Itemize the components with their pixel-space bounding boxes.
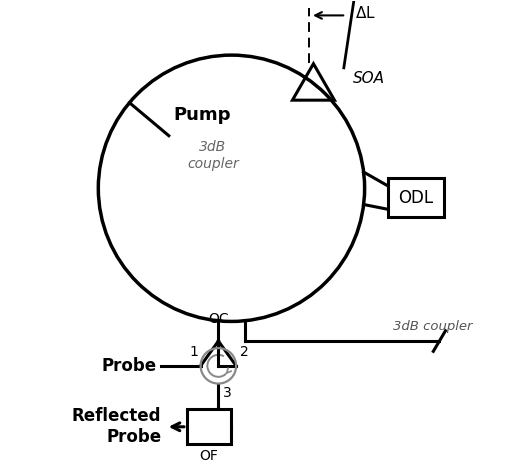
FancyBboxPatch shape bbox=[388, 178, 444, 218]
Text: Pump: Pump bbox=[173, 106, 231, 124]
Text: OC: OC bbox=[208, 312, 229, 326]
Text: 2: 2 bbox=[240, 345, 249, 359]
Text: Reflected
Probe: Reflected Probe bbox=[72, 407, 161, 446]
Text: Probe: Probe bbox=[101, 357, 156, 375]
Text: SOA: SOA bbox=[353, 71, 385, 86]
FancyBboxPatch shape bbox=[187, 409, 231, 444]
Text: 3dB coupler: 3dB coupler bbox=[392, 320, 472, 333]
Text: 3: 3 bbox=[223, 386, 232, 400]
Text: 3dB
coupler: 3dB coupler bbox=[187, 141, 239, 171]
Text: OF: OF bbox=[200, 449, 218, 463]
Text: $\Delta$L: $\Delta$L bbox=[356, 5, 376, 21]
Text: 1: 1 bbox=[189, 345, 198, 359]
Text: ODL: ODL bbox=[399, 188, 433, 207]
